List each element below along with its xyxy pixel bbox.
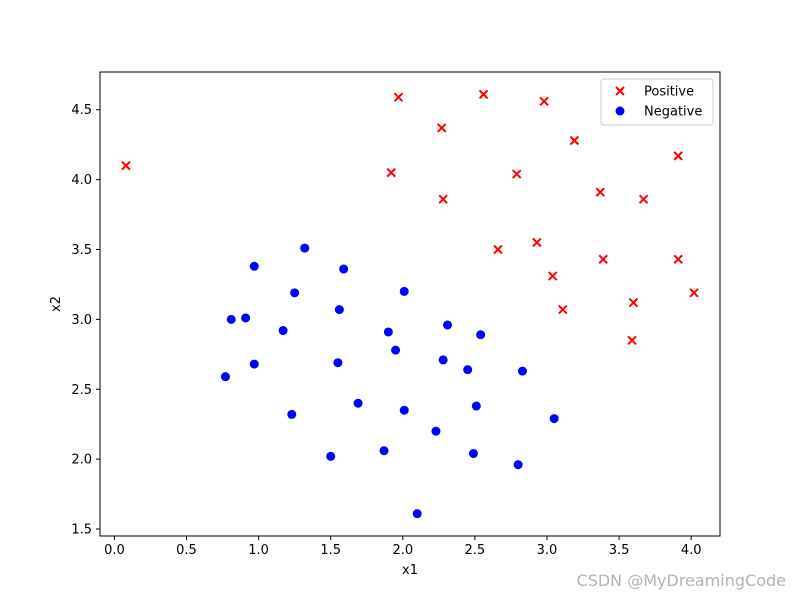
positive-point [437, 123, 447, 133]
plot-frame [99, 71, 721, 537]
negative-point [300, 243, 310, 253]
positive-point [532, 237, 542, 248]
negative-point [249, 261, 259, 271]
negative-point [476, 330, 486, 340]
x-tick-label: 0.5 [176, 543, 197, 558]
legend-positive-marker [615, 86, 625, 96]
negative-point [513, 460, 523, 470]
negative-point [412, 509, 422, 519]
positive-point [478, 89, 489, 100]
series-positive [121, 89, 699, 346]
negative-point [226, 314, 236, 324]
positive-point [548, 271, 558, 281]
positive-point [393, 92, 404, 102]
negative-point [517, 366, 527, 376]
positive-point [558, 304, 568, 315]
positive-point [689, 288, 699, 298]
negative-point [290, 288, 300, 298]
positive-point [638, 194, 649, 204]
positive-point [673, 151, 683, 161]
plot-area [100, 72, 720, 536]
x-axis-label: x1 [402, 563, 418, 578]
negative-point [287, 409, 297, 419]
legend-negative-marker [615, 106, 625, 116]
y-tick-label: 3.0 [71, 313, 92, 328]
y-tick-label: 2.5 [71, 383, 92, 398]
y-tick-label: 4.5 [71, 103, 92, 118]
negative-point [249, 359, 259, 369]
positive-point [598, 254, 608, 264]
positive-point [627, 335, 637, 346]
positive-point [438, 194, 448, 204]
negative-point [471, 401, 481, 411]
negative-point [326, 451, 336, 461]
positive-point [569, 135, 580, 146]
negative-point [431, 426, 441, 436]
x-tick-label: 3.5 [609, 543, 630, 558]
legend-negative-label: Negative [644, 105, 702, 120]
y-tick-label: 1.5 [71, 523, 92, 538]
legend-box [600, 78, 714, 126]
negative-point [399, 286, 409, 296]
data-markers [121, 89, 699, 519]
x-tick-label: 1.5 [320, 543, 341, 558]
negative-point [353, 398, 363, 408]
x-tick-label: 0.0 [104, 543, 125, 558]
positive-point [386, 167, 396, 178]
negative-point [333, 358, 343, 368]
y-tick-label: 4.0 [71, 173, 92, 188]
y-tick-label: 3.5 [71, 243, 92, 258]
legend: Positive Negative [600, 78, 714, 126]
negative-point [383, 327, 393, 337]
positive-point [493, 244, 503, 255]
positive-point [595, 187, 606, 197]
negative-point [278, 326, 288, 336]
positive-point [121, 160, 131, 171]
y-axis-label: x2 [49, 296, 64, 312]
positive-point [628, 297, 639, 308]
negative-point [438, 355, 448, 365]
negative-point [339, 264, 349, 274]
negative-point [220, 372, 230, 382]
negative-point [442, 320, 452, 330]
negative-point [468, 449, 478, 459]
positive-point [673, 254, 683, 264]
x-tick-label: 3.0 [537, 543, 558, 558]
x-tick-label: 2.0 [392, 543, 413, 558]
positive-point [511, 169, 522, 179]
legend-positive-label: Positive [644, 85, 694, 100]
negative-point [379, 446, 389, 456]
series-negative [220, 243, 559, 519]
watermark: CSDN @MyDreamingCode [576, 571, 786, 590]
x-axis: 0.0 0.5 1.0 1.5 2.0 2.5 3.0 3.5 4.0 [104, 536, 702, 558]
x-tick-label: 1.0 [248, 543, 269, 558]
negative-point [399, 405, 409, 415]
x-tick-label: 4.0 [681, 543, 702, 558]
negative-point [463, 365, 473, 375]
negative-point [334, 305, 344, 315]
negative-point [391, 345, 401, 355]
negative-point [549, 414, 559, 424]
negative-point [241, 313, 251, 323]
positive-point [539, 96, 549, 107]
x-tick-label: 2.5 [465, 543, 486, 558]
y-tick-label: 2.0 [71, 453, 92, 468]
y-axis: 1.5 2.0 2.5 3.0 3.5 4.0 4.5 [71, 103, 100, 538]
